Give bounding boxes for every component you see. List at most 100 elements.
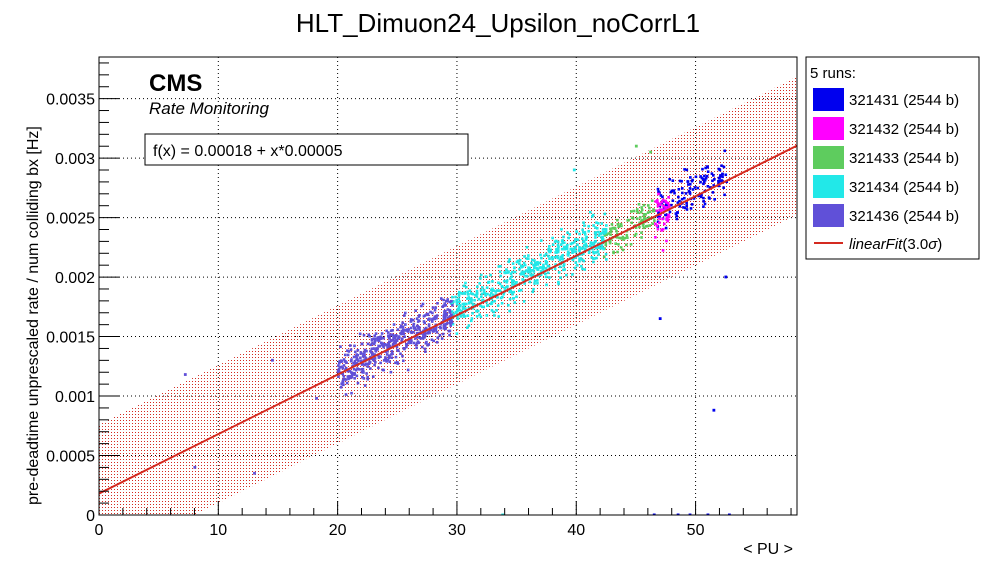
data-point xyxy=(471,292,475,296)
data-point xyxy=(457,293,461,297)
data-point xyxy=(361,355,365,358)
data-point xyxy=(361,370,365,373)
data-point xyxy=(337,369,340,372)
data-point xyxy=(564,245,568,249)
data-point xyxy=(470,298,473,302)
data-point xyxy=(392,323,396,326)
data-point xyxy=(450,302,453,305)
data-point xyxy=(594,251,598,254)
data-point xyxy=(370,342,374,345)
data-point xyxy=(591,215,594,218)
data-point xyxy=(511,270,514,274)
data-point xyxy=(362,333,366,337)
data-point xyxy=(490,291,493,295)
data-point xyxy=(661,227,665,231)
data-point xyxy=(441,332,445,336)
data-point xyxy=(615,236,619,239)
data-point xyxy=(523,282,526,285)
data-point xyxy=(509,277,512,280)
data-point xyxy=(427,330,431,334)
data-point xyxy=(685,208,689,211)
data-point xyxy=(409,326,413,330)
data-point xyxy=(469,319,473,323)
data-point xyxy=(450,313,453,317)
data-point xyxy=(648,224,652,227)
data-point xyxy=(369,355,372,359)
data-point xyxy=(609,230,613,233)
data-point xyxy=(352,361,355,365)
data-point xyxy=(492,310,495,314)
data-point xyxy=(372,359,376,362)
data-point xyxy=(565,273,568,277)
data-point xyxy=(539,269,543,273)
data-point xyxy=(393,337,397,340)
data-point xyxy=(387,334,390,337)
data-point xyxy=(539,253,542,257)
data-point xyxy=(541,267,545,271)
data-point xyxy=(366,342,370,346)
data-point xyxy=(367,333,370,337)
data-point xyxy=(554,263,557,266)
data-point xyxy=(362,377,366,380)
data-point xyxy=(497,265,501,268)
data-point xyxy=(711,191,715,194)
data-point xyxy=(373,334,377,338)
data-point xyxy=(599,246,603,250)
data-point xyxy=(603,234,607,237)
data-point xyxy=(713,177,716,181)
data-point xyxy=(676,201,680,204)
data-point xyxy=(708,186,712,189)
data-point xyxy=(587,249,591,253)
data-point xyxy=(553,267,557,271)
data-point xyxy=(507,260,511,264)
data-point xyxy=(395,339,399,343)
data-point xyxy=(350,373,354,377)
x-axis: 0 10 20 30 40 50 xyxy=(95,501,792,539)
data-point xyxy=(443,309,446,313)
x-tick-label: 0 xyxy=(95,522,104,539)
data-point xyxy=(582,252,585,256)
data-point xyxy=(428,317,431,321)
data-point xyxy=(576,243,579,247)
data-point xyxy=(571,257,575,260)
data-point xyxy=(583,224,586,227)
data-point xyxy=(656,204,660,208)
y-tick-label: 0.0015 xyxy=(46,330,95,347)
data-point xyxy=(496,304,500,307)
data-point xyxy=(411,318,415,322)
data-point xyxy=(439,326,442,330)
data-point xyxy=(560,227,563,231)
data-point xyxy=(403,329,407,332)
data-point xyxy=(374,332,378,335)
data-point xyxy=(611,227,615,230)
data-point xyxy=(394,361,397,365)
data-point xyxy=(536,282,539,285)
data-point xyxy=(607,232,611,235)
data-point xyxy=(380,332,384,335)
data-point xyxy=(677,195,680,199)
data-point xyxy=(450,320,454,323)
data-point xyxy=(651,209,655,213)
data-point xyxy=(362,352,365,356)
data-point xyxy=(560,247,564,251)
data-point xyxy=(526,270,530,273)
data-point xyxy=(503,279,506,283)
fit-formula: f(x) = 0.00018 + x*0.00005 xyxy=(153,143,343,160)
data-point xyxy=(601,228,605,231)
data-point xyxy=(592,224,595,227)
data-point xyxy=(455,332,459,335)
data-point xyxy=(459,315,463,318)
data-point xyxy=(475,289,479,293)
data-point xyxy=(636,211,640,214)
data-point xyxy=(429,328,433,332)
data-point xyxy=(404,342,408,346)
data-point xyxy=(449,324,452,327)
data-point xyxy=(399,352,402,356)
data-point xyxy=(495,309,498,312)
data-point xyxy=(530,261,533,265)
data-point xyxy=(721,175,724,179)
data-point xyxy=(435,316,438,320)
data-point xyxy=(478,282,481,285)
data-point xyxy=(614,242,617,246)
data-point xyxy=(366,362,370,366)
